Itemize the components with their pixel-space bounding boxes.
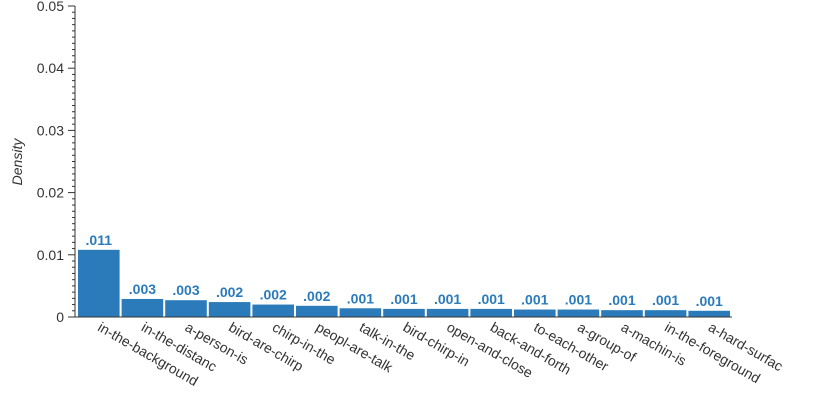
- bar: [557, 309, 600, 317]
- y-tick-label: 0.01: [37, 247, 64, 263]
- bar-value-label: .001: [434, 291, 461, 307]
- bar: [296, 305, 338, 317]
- bar: [644, 310, 687, 317]
- x-axis: in-the-backgroundin-the-distanca-person-…: [75, 316, 786, 389]
- bar: [339, 308, 382, 317]
- bar-value-label: .011: [86, 232, 113, 248]
- bar: [208, 302, 251, 317]
- bar-value-label: .001: [696, 293, 723, 309]
- bar: [165, 300, 207, 317]
- y-tick-label: 0.05: [37, 0, 64, 14]
- bar: [514, 309, 556, 317]
- bar-value-label: .003: [129, 281, 156, 297]
- bar: [601, 310, 643, 317]
- bar-value-label: .001: [608, 292, 635, 308]
- bar: [688, 310, 730, 317]
- bar: [470, 308, 512, 317]
- bar-value-label: .001: [652, 292, 679, 308]
- bar: [383, 308, 425, 317]
- bar-value-label: .002: [216, 284, 243, 300]
- bar-value-label: .001: [478, 291, 505, 307]
- bar-value-label: .002: [303, 288, 330, 304]
- bar-value-label: .001: [347, 290, 374, 306]
- bar: [78, 249, 120, 317]
- bars: .011 .003 .003 .002 .002 .002 .001 .001 .001 .001…: [78, 232, 730, 317]
- y-tick-label: 0.03: [37, 122, 64, 138]
- bar-value-label: .003: [172, 282, 199, 298]
- y-axis: 0 0.01 0.02 0.03 0.04 0.05: [37, 0, 76, 325]
- bar: [252, 304, 294, 317]
- y-tick-label: 0.02: [37, 185, 64, 201]
- bar-value-label: .001: [521, 292, 548, 308]
- bar: [121, 298, 164, 317]
- bar: [426, 308, 469, 317]
- bar-value-label: .002: [260, 287, 287, 303]
- y-tick-label: 0.04: [37, 60, 64, 76]
- y-axis-label: Density: [9, 138, 25, 186]
- bar-value-label: .001: [565, 292, 592, 308]
- bar-value-label: .001: [390, 291, 417, 307]
- y-tick-label: 0: [56, 309, 64, 325]
